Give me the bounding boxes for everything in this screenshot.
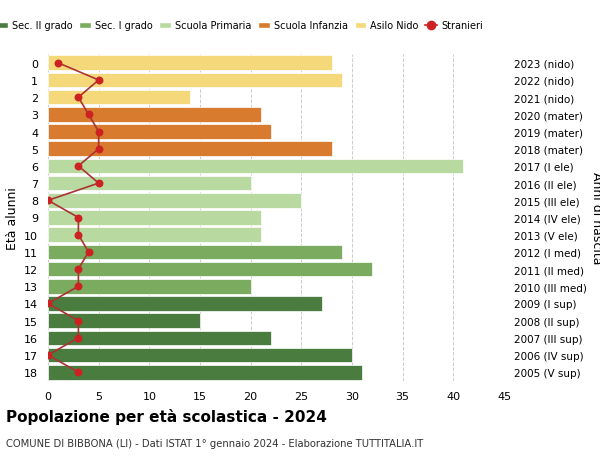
Point [74, 266, 83, 273]
Bar [48, 262, 372, 277]
Bar [48, 211, 261, 225]
Bar [48, 331, 271, 345]
Bar [48, 348, 352, 363]
Point [74, 369, 83, 376]
Bar [48, 245, 342, 260]
Point [84, 112, 94, 119]
Point [74, 335, 83, 342]
Bar [48, 73, 342, 88]
Bar [48, 194, 301, 208]
Text: COMUNE DI BIBBONA (LI) - Dati ISTAT 1° gennaio 2024 - Elaborazione TUTTITALIA.IT: COMUNE DI BIBBONA (LI) - Dati ISTAT 1° g… [6, 438, 423, 448]
Point [74, 94, 83, 101]
Point [94, 129, 103, 136]
Bar [48, 365, 362, 380]
Point [74, 283, 83, 290]
Point [43, 300, 53, 308]
Point [43, 197, 53, 205]
Point [94, 77, 103, 84]
Point [74, 214, 83, 222]
Bar [48, 313, 200, 328]
Bar [48, 228, 261, 242]
Point [43, 352, 53, 359]
Bar [48, 297, 322, 311]
Bar [48, 91, 190, 105]
Point [74, 163, 83, 170]
Legend: Sec. II grado, Sec. I grado, Scuola Primaria, Scuola Infanzia, Asilo Nido, Stran: Sec. II grado, Sec. I grado, Scuola Prim… [0, 17, 487, 35]
Point [74, 317, 83, 325]
Point [94, 146, 103, 153]
Text: Popolazione per età scolastica - 2024: Popolazione per età scolastica - 2024 [6, 409, 327, 425]
Point [53, 60, 63, 67]
Bar [48, 108, 261, 123]
Point [74, 231, 83, 239]
Bar [48, 125, 271, 140]
Point [84, 249, 94, 256]
Bar [48, 176, 251, 191]
Bar [48, 142, 332, 157]
Bar [48, 56, 332, 71]
Bar [48, 280, 251, 294]
Y-axis label: Età alunni: Età alunni [5, 187, 19, 249]
Y-axis label: Anni di nascita: Anni di nascita [590, 172, 600, 264]
Bar [48, 159, 463, 174]
Point [94, 180, 103, 187]
